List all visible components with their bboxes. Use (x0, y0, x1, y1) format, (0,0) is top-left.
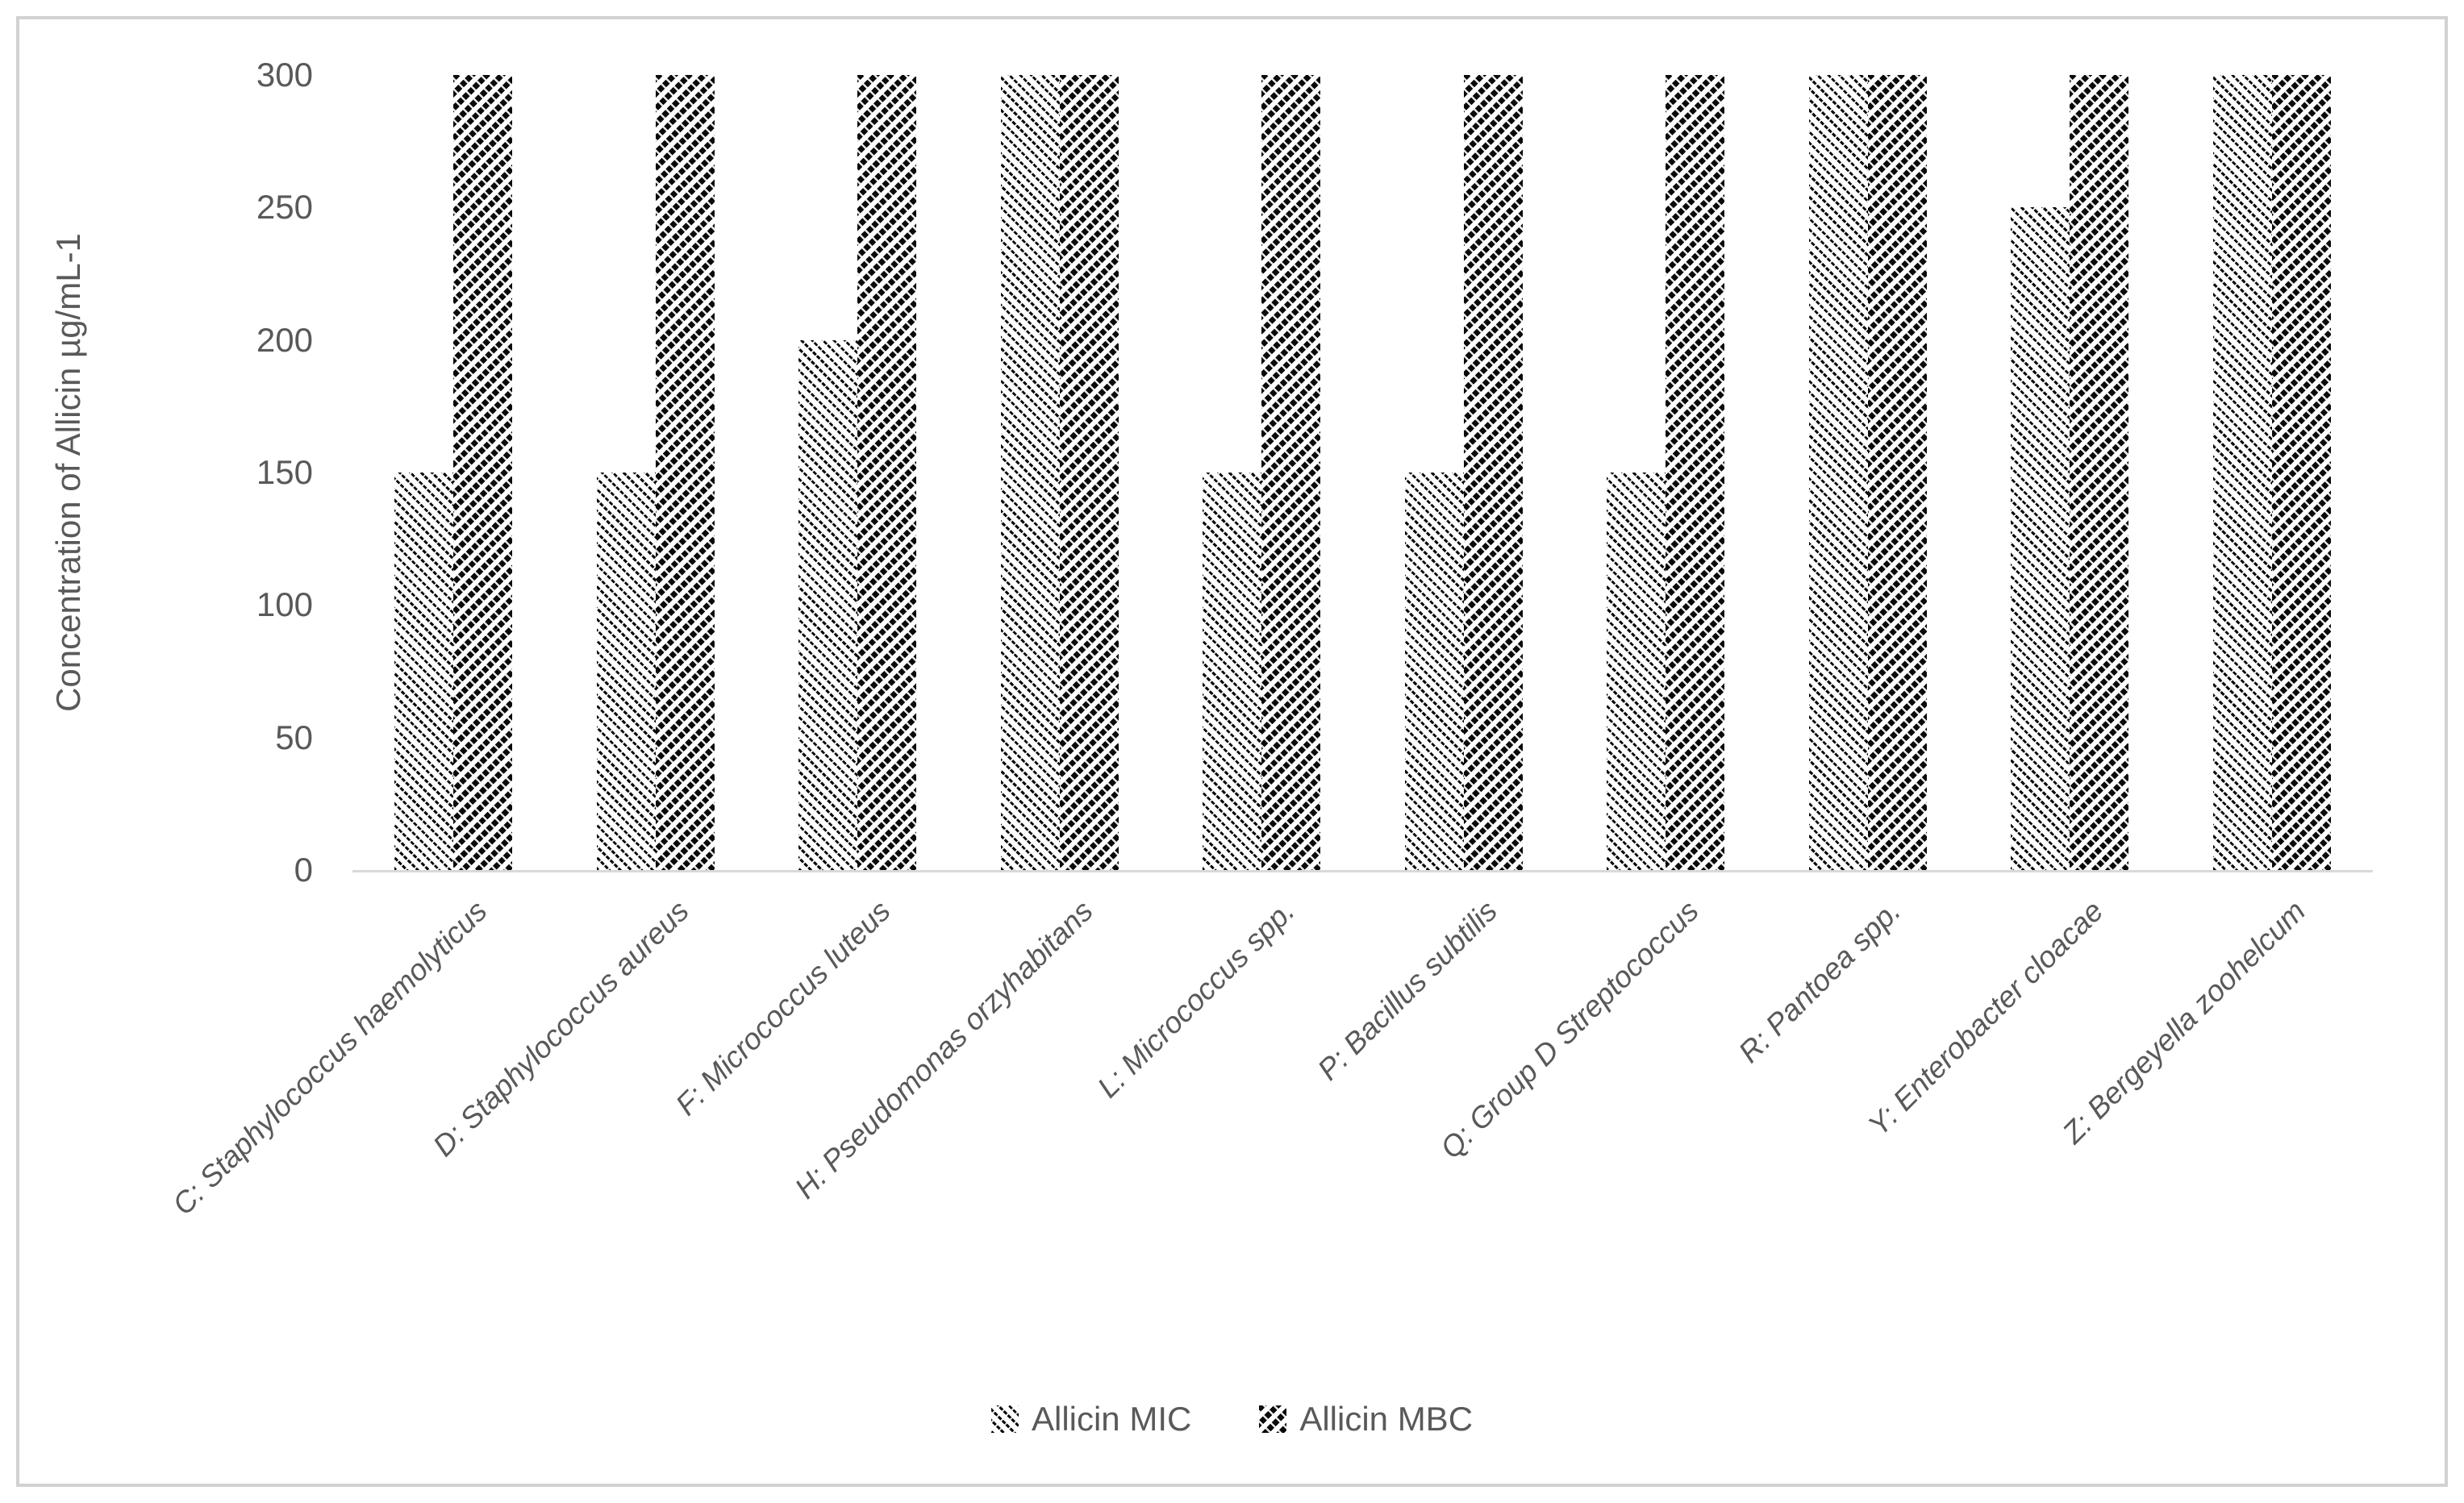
bar-group (1363, 75, 1566, 870)
bar-allicin-mic (2212, 75, 2272, 870)
bar-group (1565, 75, 1767, 870)
bar-allicin-mbc (1059, 75, 1119, 870)
category-label: L: Micrococcus spp. (1091, 894, 1302, 1105)
bar-group (757, 75, 959, 870)
legend-swatch-mic (990, 1405, 1019, 1433)
bar-allicin-mic (596, 473, 656, 870)
legend-label: Allicin MBC (1299, 1400, 1474, 1438)
y-tick-label: 50 (275, 718, 313, 756)
category-label: P: Bacillus subtilis (1311, 894, 1503, 1087)
bar-group (2171, 75, 2374, 870)
plot-area (352, 75, 2373, 872)
bar-group (1767, 75, 1970, 870)
y-tick-label: 200 (256, 320, 313, 359)
y-axis-title: Concentration of Allicin µg/mL-1 (49, 233, 87, 712)
bar-allicin-mbc (1867, 75, 1927, 870)
bar-allicin-mic (798, 339, 858, 870)
bar-group (352, 75, 555, 870)
bar-allicin-mic (394, 473, 454, 870)
bar-allicin-mbc (655, 75, 715, 870)
category-label: F: Micrococcus luteus (669, 894, 898, 1122)
category-label: Y: Enterobacter cloacae (1861, 894, 2110, 1143)
legend: Allicin MIC Allicin MBC (19, 1400, 2445, 1438)
bar-allicin-mic (2011, 207, 2070, 870)
legend-swatch-mbc (1259, 1405, 1287, 1433)
bar-allicin-mbc (1463, 75, 1523, 870)
figure: Concentration of Allicin µg/mL-1 300 250 2… (16, 16, 2448, 1487)
category-label: C: Staphylococcus haemolyticus (165, 894, 494, 1222)
bar-allicin-mic (1607, 473, 1666, 870)
bar-allicin-mic (1404, 473, 1464, 870)
bar-allicin-mbc (2271, 75, 2331, 870)
legend-label: Allicin MIC (1031, 1400, 1192, 1438)
y-tick-label: 150 (256, 453, 313, 491)
bar-allicin-mbc (857, 75, 917, 870)
bar-allicin-mbc (1261, 75, 1321, 870)
legend-item: Allicin MIC (990, 1400, 1192, 1438)
bar-allicin-mbc (2070, 75, 2129, 870)
bar-allicin-mbc (453, 75, 513, 870)
bar-group (1161, 75, 1363, 870)
y-tick-label: 250 (256, 188, 313, 227)
bar-group (959, 75, 1161, 870)
category-label: R: Pantoea spp. (1732, 894, 1907, 1069)
bar-allicin-mic (1808, 75, 1868, 870)
bar-group (1969, 75, 2171, 870)
legend-item: Allicin MBC (1259, 1400, 1473, 1438)
bar-group (555, 75, 757, 870)
y-tick-label: 100 (256, 585, 313, 624)
y-tick-label: 0 (294, 851, 313, 889)
bar-allicin-mic (1203, 473, 1262, 870)
bar-allicin-mic (1000, 75, 1060, 870)
y-tick-label: 300 (256, 56, 313, 94)
bar-allicin-mbc (1666, 75, 1725, 870)
